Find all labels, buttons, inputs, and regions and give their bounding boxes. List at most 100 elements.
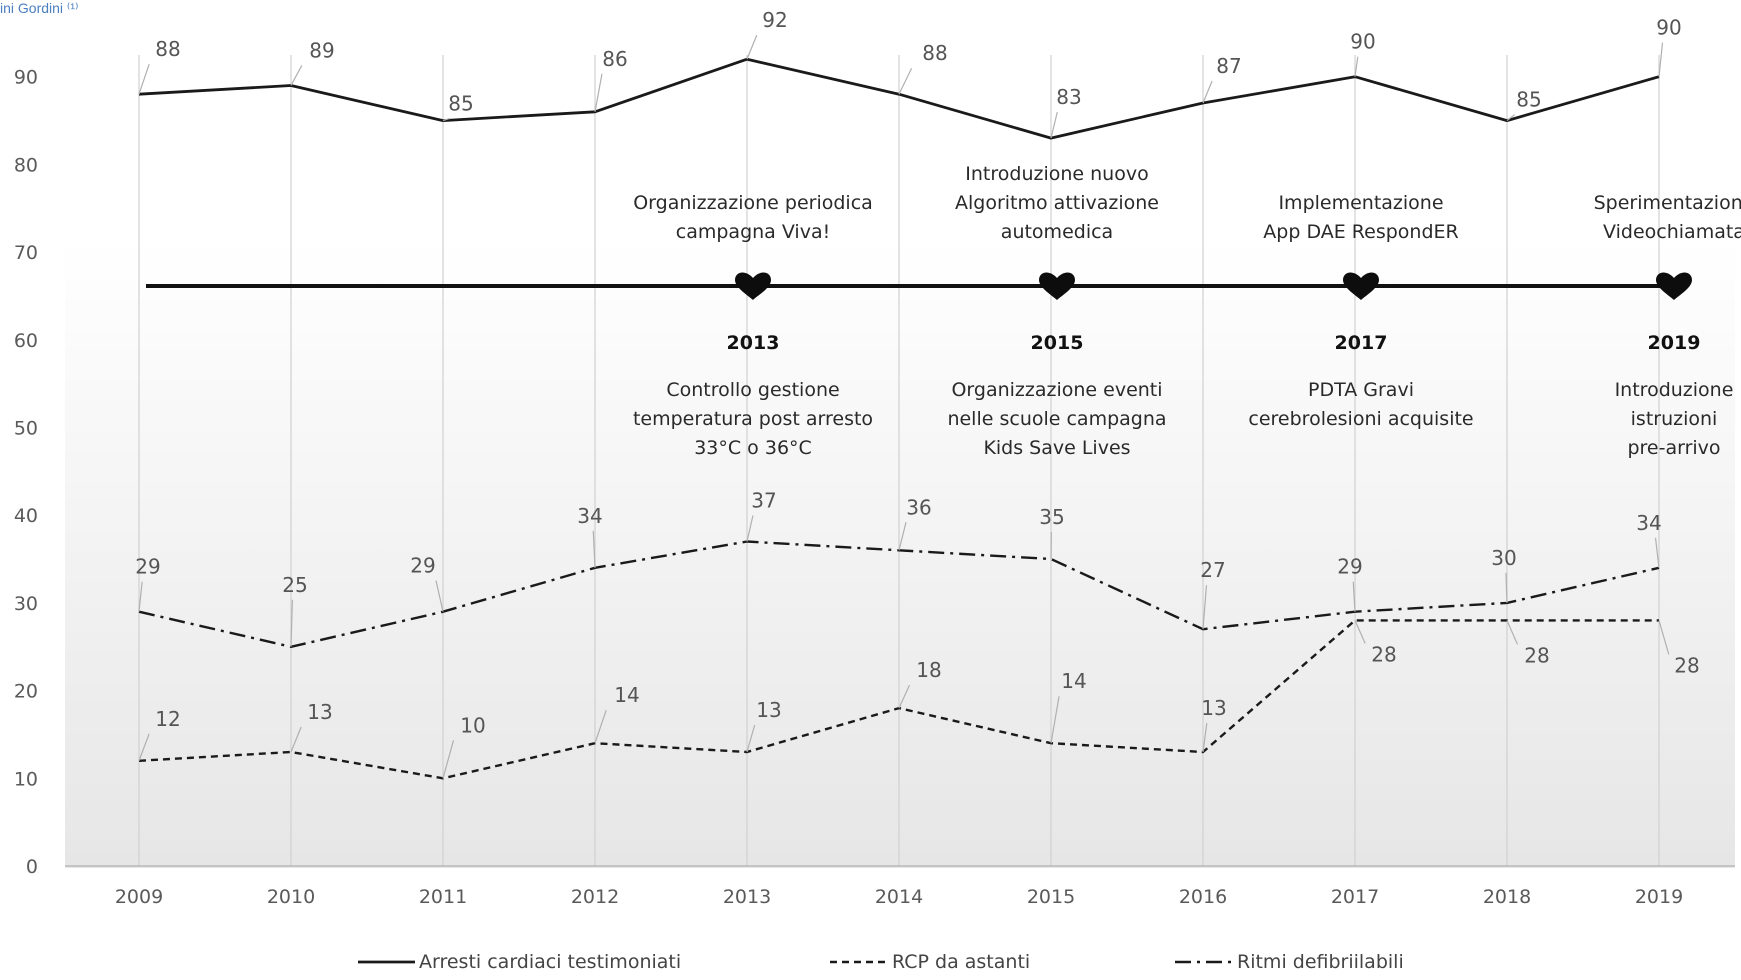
leader-line: [435, 580, 444, 612]
milestone-above-text: automedica: [1001, 221, 1113, 243]
leader-line: [1654, 537, 1660, 568]
leader-line: [442, 740, 455, 779]
milestone-below-text: nelle scuole campagna: [947, 408, 1166, 430]
milestone-above-text: Algoritmo attivazione: [955, 192, 1159, 214]
milestone-year: 2015: [1031, 332, 1084, 354]
data-label: 25: [282, 573, 307, 597]
y-tick-label: 50: [14, 418, 38, 440]
x-tick-label: 2016: [1179, 886, 1227, 908]
x-tick-label: 2012: [571, 886, 619, 908]
x-tick-label: 2018: [1483, 886, 1531, 908]
leader-line: [1202, 722, 1208, 753]
data-label: 29: [410, 554, 435, 578]
leader-line: [898, 522, 907, 551]
leader-line: [138, 64, 150, 95]
leader-line: [442, 117, 450, 122]
milestone-above-text: Organizzazione periodica: [633, 192, 873, 214]
milestone-above-text: Implementazione: [1278, 192, 1443, 214]
milestone-below-text: temperatura post arresto: [633, 408, 873, 430]
leader-line: [1352, 581, 1356, 612]
leader-line: [290, 599, 293, 647]
y-tick-label: 30: [14, 593, 38, 615]
milestone-below-text: Kids Save Lives: [983, 437, 1130, 459]
data-label: 29: [135, 555, 160, 579]
leader-line: [898, 67, 913, 95]
y-tick-label: 70: [14, 242, 38, 264]
leader-line: [1354, 56, 1359, 77]
data-label: 88: [922, 41, 947, 65]
y-tick-label: 0: [26, 856, 38, 878]
leader-line: [290, 726, 302, 753]
data-label: 34: [1636, 511, 1661, 535]
legend-label: Arresti cardiaci testimoniati: [419, 951, 681, 973]
leader-line: [290, 65, 303, 86]
data-label: 90: [1656, 16, 1681, 40]
leader-line: [138, 733, 150, 761]
leader-line: [594, 73, 603, 112]
x-tick-label: 2014: [875, 886, 923, 908]
data-label: 35: [1039, 505, 1064, 529]
leader-line: [1202, 585, 1208, 630]
data-label: 27: [1200, 558, 1225, 582]
data-label: 28: [1674, 653, 1699, 677]
milestone-below-text: cerebrolesioni acquisite: [1248, 408, 1473, 430]
data-label: 83: [1056, 85, 1081, 109]
leader-line: [746, 724, 756, 753]
data-label: 85: [448, 92, 473, 116]
leader-line: [1050, 696, 1060, 744]
x-tick-label: 2009: [115, 886, 163, 908]
data-label: 34: [577, 504, 602, 528]
x-tick-label: 2015: [1027, 886, 1075, 908]
data-label: 37: [751, 489, 776, 513]
series-line-3: [138, 540, 1660, 648]
x-tick-label: 2013: [723, 886, 771, 908]
y-tick-label: 90: [14, 67, 38, 89]
milestone-below-text: pre-arrivo: [1627, 437, 1720, 459]
leader-line: [1050, 111, 1058, 139]
leader-line: [138, 581, 143, 612]
data-label: 13: [307, 700, 332, 724]
author-credit: ini Gordini ⁽¹⁾: [0, 0, 79, 16]
milestone-above-text: campagna Viva!: [676, 221, 830, 243]
heart-icon: [735, 272, 771, 300]
heart-icon: [1039, 272, 1075, 300]
leader-line: [1658, 42, 1664, 77]
milestone-below-text: Introduzione: [1615, 379, 1734, 401]
data-label: 28: [1524, 643, 1549, 667]
milestone-below-text: 33°C o 36°C: [694, 437, 812, 459]
plot-background: [65, 240, 1735, 868]
leader-line: [898, 684, 911, 709]
milestone-above-text: Introduzione nuovo: [965, 163, 1148, 185]
x-tick-label: 2010: [267, 886, 315, 908]
leader-line: [1658, 620, 1670, 655]
data-label: 30: [1491, 546, 1516, 570]
leader-line: [746, 515, 754, 542]
legend-label: Ritmi defibriilabili: [1237, 951, 1404, 973]
leader-line: [746, 34, 758, 60]
data-label: 89: [309, 38, 334, 62]
leader-line: [1506, 114, 1516, 122]
data-label: 92: [762, 8, 787, 32]
data-label: 88: [155, 37, 180, 61]
y-tick-label: 20: [14, 681, 38, 703]
leader-line: [1354, 620, 1366, 644]
x-tick-label: 2019: [1635, 886, 1683, 908]
data-label: 14: [1061, 669, 1086, 693]
y-tick-label: 10: [14, 768, 38, 790]
milestone-year: 2019: [1648, 332, 1701, 354]
milestone-below-text: PDTA Gravi: [1308, 379, 1414, 401]
data-label: 18: [916, 658, 941, 682]
milestone-year: 2013: [727, 332, 780, 354]
data-label: 36: [906, 495, 931, 519]
y-tick-label: 40: [14, 505, 38, 527]
milestone-below-text: istruzioni: [1631, 408, 1718, 430]
x-tick-label: 2011: [419, 886, 467, 908]
leader-line: [1202, 80, 1213, 104]
leader-line: [1506, 620, 1519, 645]
data-label: 12: [155, 707, 180, 731]
milestone-above-text: App DAE RespondER: [1263, 221, 1458, 243]
legend-label: RCP da astanti: [892, 951, 1030, 973]
leader-line: [592, 530, 596, 568]
data-label: 87: [1216, 54, 1241, 78]
